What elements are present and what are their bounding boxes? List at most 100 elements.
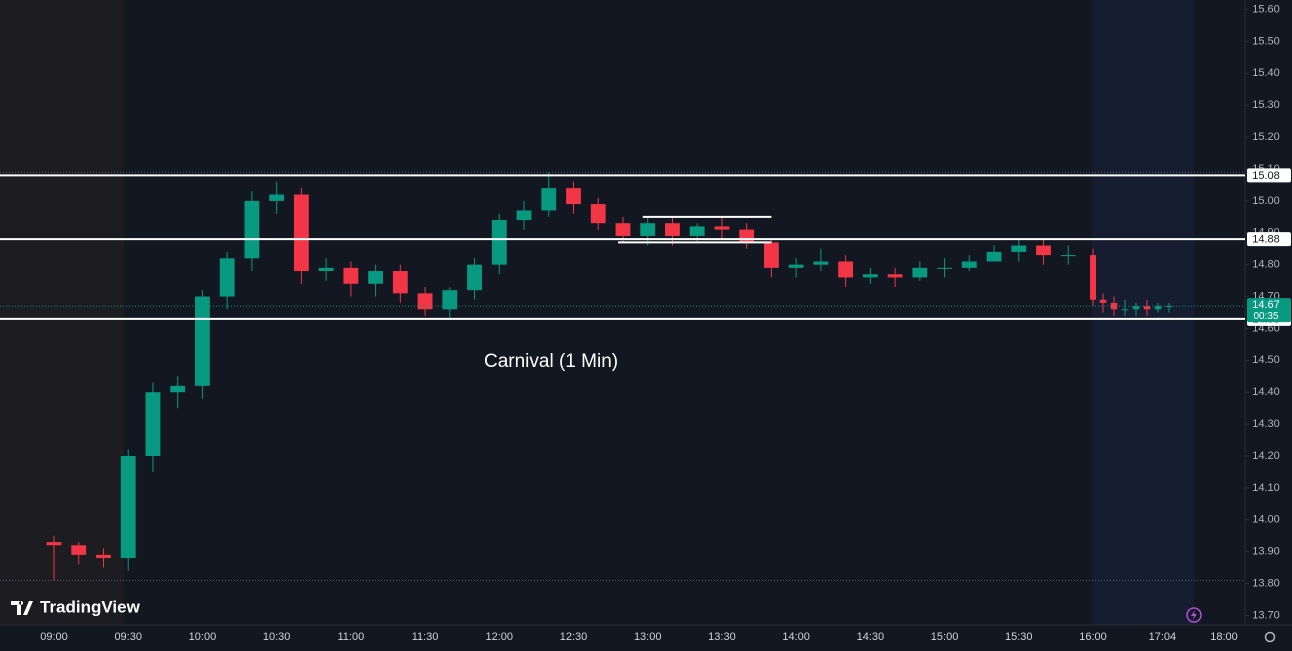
candle-body [566,188,581,205]
x-tick-label: 16:00 [1079,631,1107,643]
candle-body [392,271,408,294]
x-tick-label: 09:00 [40,631,68,643]
candle-body [516,210,532,221]
x-tick-label: 12:00 [486,631,514,643]
x-tick-label: 11:30 [412,631,439,643]
candle-body [318,267,334,272]
candle-body [541,188,557,211]
candle-body [887,274,903,278]
x-tick-label: 14:00 [782,631,810,643]
candle-body [912,267,928,278]
x-tick-label: 15:00 [931,631,959,643]
candle-body [937,267,952,269]
candle-body [195,296,210,386]
y-tick-label: 15.60 [1252,3,1280,15]
x-tick-label: 18:00 [1210,631,1238,643]
x-tick-label: 15:30 [1005,631,1033,643]
candle-body [343,267,359,284]
candle-body [1099,299,1107,303]
alert-icon[interactable] [1186,607,1202,623]
price-label-box [1247,168,1291,183]
candle-body [71,545,87,555]
x-tick-label: 10:00 [189,631,217,643]
price-label-box [1247,232,1291,247]
candle-body [838,261,854,278]
y-tick-label: 13.70 [1252,609,1280,621]
y-tick-label: 14.10 [1252,482,1280,494]
y-tick-label: 13.80 [1252,577,1280,589]
price-label: 15.08 [1252,170,1280,182]
candle-body [813,261,829,265]
candle-body [714,226,730,230]
candle-body [986,251,1002,262]
y-tick-label: 14.30 [1252,418,1280,430]
chart-title: Carnival (1 Min) [484,351,618,372]
postmarket-shade [1092,0,1194,625]
candle-body [1132,306,1140,310]
candle-body [368,271,384,284]
candle-body [590,204,606,224]
candle-body [1154,306,1162,310]
x-tick-label: 17:04 [1149,631,1177,643]
premarket-shade [0,0,124,625]
candle-body [269,194,285,201]
candle-body [120,455,136,559]
y-tick-label: 15.20 [1252,131,1280,143]
y-tick-label: 15.40 [1252,67,1280,79]
x-tick-label: 13:00 [634,631,662,643]
alert-icon [1191,610,1197,620]
candle-body [467,264,482,291]
candle-body [961,261,977,268]
candle-body [689,226,705,236]
y-tick-label: 15.00 [1252,195,1280,207]
y-tick-label: 14.40 [1252,386,1280,398]
x-tick-label: 10:30 [263,631,291,643]
price-label: 14.88 [1252,234,1280,246]
plot [0,171,1245,581]
x-tick-label: 11:00 [337,631,364,643]
settings-icon[interactable] [1264,631,1276,643]
candle-body [442,290,458,310]
x-tick-label: 14:30 [857,631,885,643]
logo: TradingView [11,597,141,616]
candle-body [788,264,804,268]
candle-body [665,223,680,236]
candle-body [491,220,507,265]
candle-body [244,200,260,259]
countdown: 00:35 [1253,311,1278,322]
y-tick-label: 15.50 [1252,35,1280,47]
candle-body [1060,255,1076,257]
last-price-label: 14.67 [1252,299,1280,311]
candle-body [1089,255,1096,300]
x-tick-label: 12:30 [560,631,588,643]
candle-body [46,542,62,546]
candle-body [293,194,309,272]
y-tick-label: 14.00 [1252,514,1280,526]
logo-icon [11,601,33,615]
y-tick-label: 14.20 [1252,450,1280,462]
x-tick-label: 13:30 [708,631,736,643]
candle-body [1011,245,1027,252]
candle-body [219,258,235,297]
y-tick-label: 14.50 [1252,354,1280,366]
candle-body [1121,309,1129,311]
candle-body [1143,306,1151,310]
y-tick-label: 14.80 [1252,259,1280,271]
candle-body [640,223,656,236]
last-price-box [1247,298,1291,323]
candle-body [763,242,779,268]
candle-body [170,385,186,393]
candle-body [739,229,755,243]
candle-body [615,223,631,236]
y-tick-label: 13.90 [1252,546,1280,558]
brand: TradingView [40,597,141,616]
candle-body [96,554,111,559]
y-tick-label: 15.30 [1252,99,1280,111]
candle-body [862,274,878,278]
candle-body [145,392,161,456]
x-tick-label: 09:30 [114,631,142,643]
candle-body [1036,245,1051,256]
candle-body [417,293,433,310]
